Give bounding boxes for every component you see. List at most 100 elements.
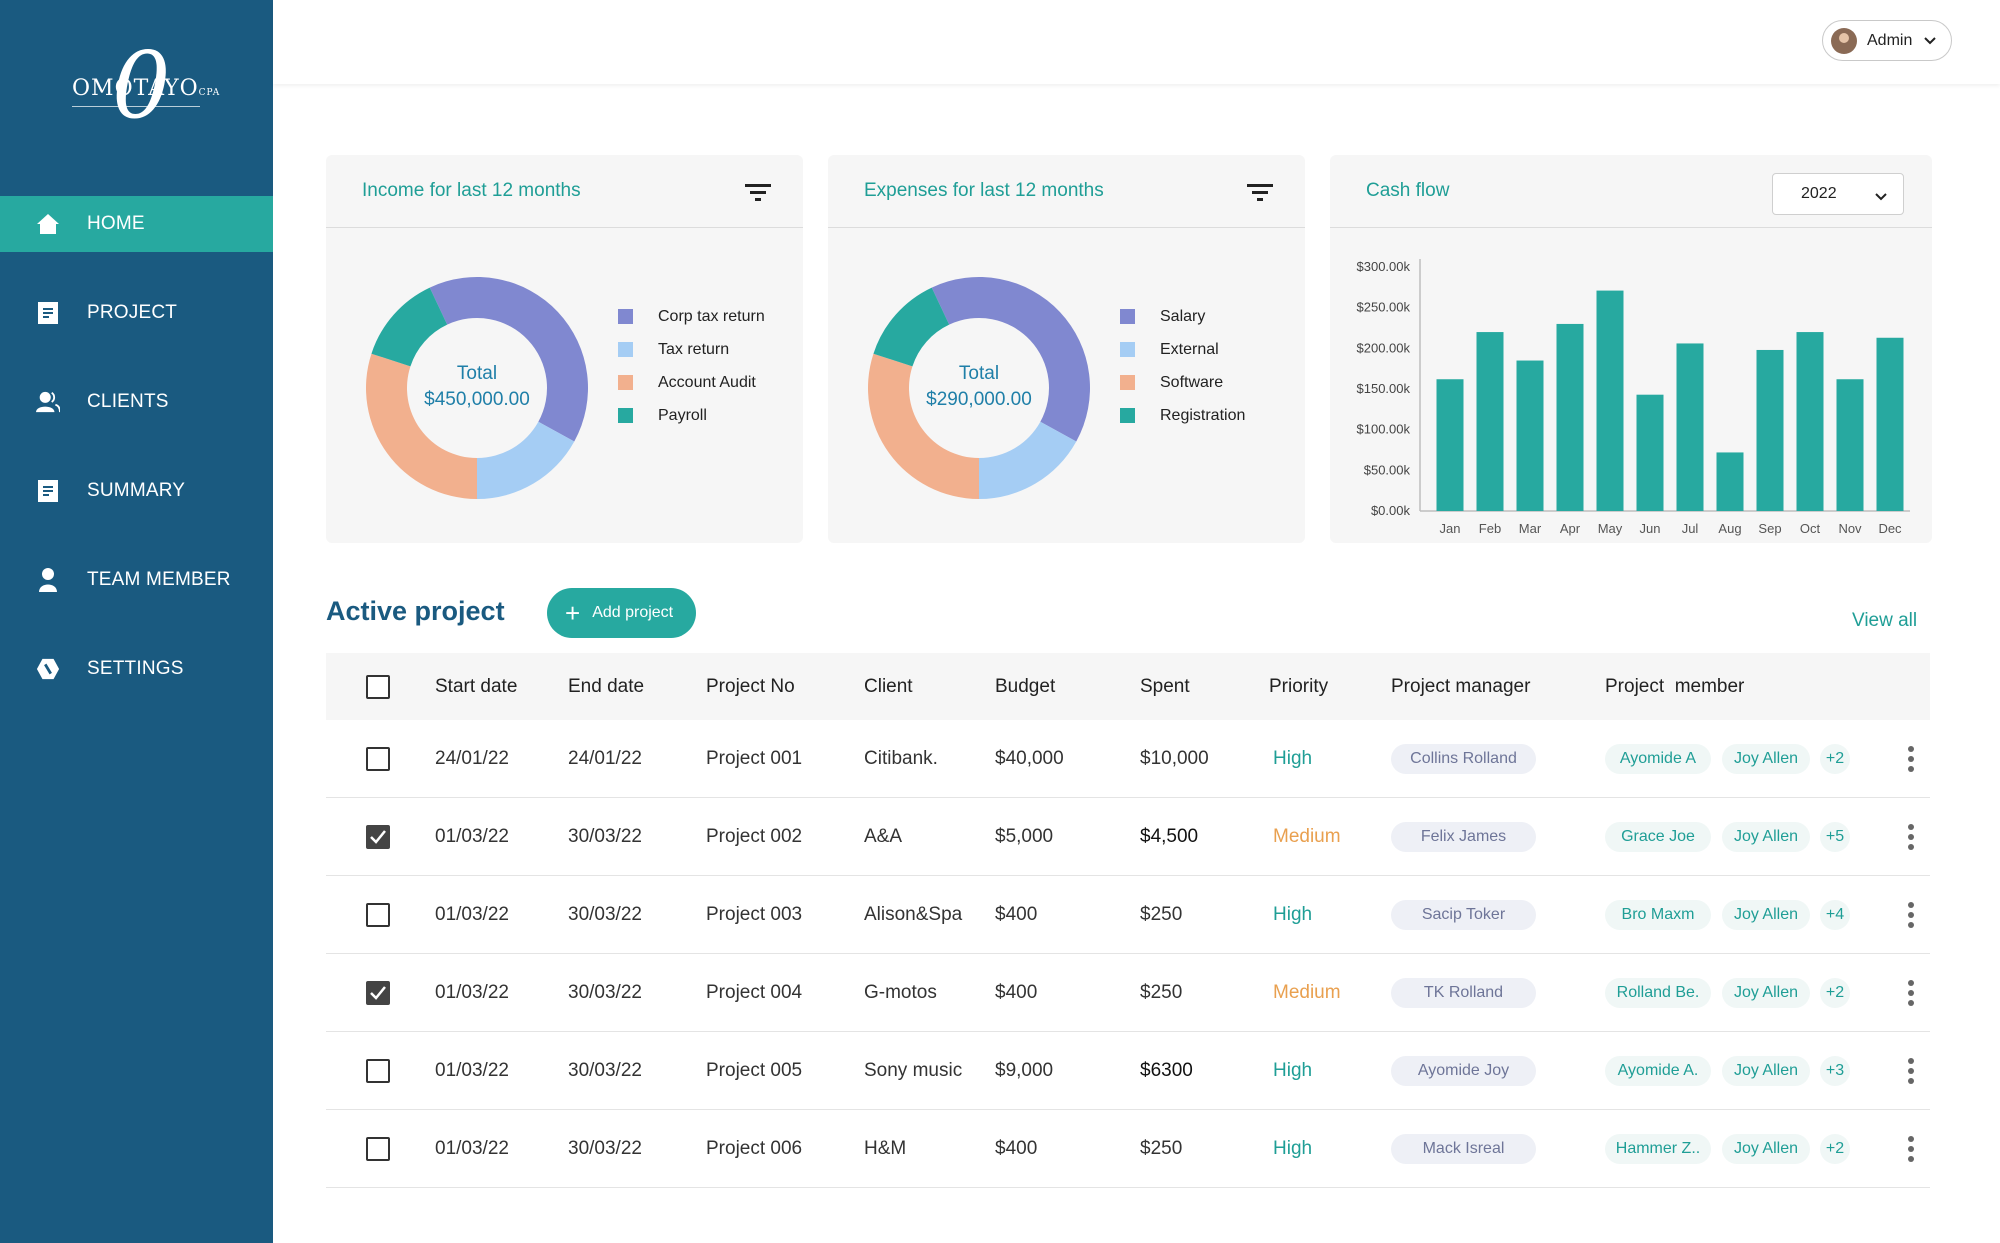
manager-chip[interactable]: TK Rolland bbox=[1391, 977, 1536, 1008]
manager-cell: Sacip Toker bbox=[1391, 876, 1536, 953]
sidebar-item-clients[interactable]: CLIENTS bbox=[0, 374, 273, 430]
table-row[interactable]: 24/01/22 24/01/22 Project 001 Citibank. $40,… bbox=[326, 720, 1930, 798]
x-tick-label: Jul bbox=[1682, 521, 1699, 536]
table-row[interactable]: 01/03/22 30/03/22 Project 005 Sony music $9,… bbox=[326, 1032, 1930, 1110]
table-row[interactable]: 01/03/22 30/03/22 Project 002 A&A $5,000 $4,5… bbox=[326, 798, 1930, 876]
view-all-link[interactable]: View all bbox=[1852, 610, 1918, 631]
client-cell: Citibank. bbox=[864, 747, 938, 769]
manager-chip[interactable]: Sacip Toker bbox=[1391, 899, 1536, 930]
member-chip[interactable]: Joy Allen bbox=[1722, 1133, 1810, 1164]
member-chip[interactable]: Rolland Be. bbox=[1605, 977, 1711, 1008]
select-all-checkbox[interactable] bbox=[366, 674, 390, 699]
member-chip[interactable]: Joy Allen bbox=[1722, 977, 1810, 1008]
more-members-chip[interactable]: +2 bbox=[1820, 743, 1850, 774]
more-members-cell: +2 bbox=[1820, 720, 1850, 797]
member-chip[interactable]: Ayomide A. bbox=[1605, 1055, 1711, 1086]
row-menu-button[interactable] bbox=[1907, 798, 1915, 875]
row-checkbox[interactable] bbox=[366, 1058, 390, 1083]
filter-icon[interactable] bbox=[1247, 183, 1273, 208]
column-header-budget[interactable]: Budget bbox=[995, 675, 1056, 697]
row-menu-button[interactable] bbox=[1907, 1032, 1915, 1109]
sidebar-item-home[interactable]: HOME bbox=[0, 196, 273, 252]
column-header-spent[interactable]: Spent bbox=[1140, 675, 1190, 697]
column-header-end-date[interactable]: End date bbox=[568, 675, 645, 697]
sidebar: 0 OMOTAYOCPA HOME PROJECT CLIENTS bbox=[0, 0, 273, 1243]
member-cell: Rolland Be. bbox=[1605, 954, 1711, 1031]
start-date-cell: 01/03/22 bbox=[435, 903, 509, 925]
cashflow-title: Cash flow bbox=[1366, 180, 1450, 201]
legend-item: Payroll bbox=[618, 399, 765, 432]
bar bbox=[1676, 343, 1704, 511]
member-chip[interactable]: Joy Allen bbox=[1722, 743, 1810, 774]
logo[interactable]: 0 OMOTAYOCPA bbox=[60, 40, 219, 132]
row-select-cell bbox=[366, 1032, 390, 1109]
row-checkbox[interactable] bbox=[366, 824, 390, 849]
user-menu-button[interactable]: Admin bbox=[1822, 20, 1952, 61]
income-title: Income for last 12 months bbox=[362, 180, 581, 201]
member-chip[interactable]: Hammer Z.. bbox=[1605, 1133, 1711, 1164]
member-chip[interactable]: Grace Joe bbox=[1605, 821, 1711, 852]
member-chip[interactable]: Bro Maxm bbox=[1605, 899, 1711, 930]
donut-slice bbox=[979, 421, 1077, 499]
manager-chip[interactable]: Mack Isreal bbox=[1391, 1133, 1536, 1164]
sidebar-item-team-member[interactable]: TEAM MEMBER bbox=[0, 552, 273, 608]
legend-item: Software bbox=[1120, 366, 1245, 399]
member-cell: Ayomide A bbox=[1605, 720, 1711, 797]
donut-slice bbox=[931, 277, 1090, 442]
member-chip[interactable]: Ayomide A bbox=[1605, 743, 1711, 774]
cashflow-card-header: Cash flow 2022 bbox=[1330, 155, 1932, 228]
row-checkbox[interactable] bbox=[366, 902, 390, 927]
expenses-donut-chart bbox=[868, 277, 1090, 499]
filter-icon[interactable] bbox=[745, 183, 771, 208]
row-checkbox[interactable] bbox=[366, 746, 390, 771]
member-cell: Joy Allen bbox=[1722, 954, 1810, 1031]
sidebar-item-settings[interactable]: SETTINGS bbox=[0, 641, 273, 697]
add-project-button[interactable]: + Add project bbox=[547, 588, 696, 638]
budget-cell: $40,000 bbox=[995, 747, 1064, 769]
sidebar-item-summary[interactable]: SUMMARY bbox=[0, 463, 273, 519]
bar bbox=[1796, 332, 1824, 511]
more-members-chip[interactable]: +2 bbox=[1820, 977, 1850, 1008]
row-select-cell bbox=[366, 798, 390, 875]
spent-cell: $4,500 bbox=[1140, 825, 1199, 847]
budget-cell: $9,000 bbox=[995, 1059, 1054, 1081]
manager-chip[interactable]: Felix James bbox=[1391, 821, 1536, 852]
more-members-chip[interactable]: +3 bbox=[1820, 1055, 1850, 1086]
row-menu-button[interactable] bbox=[1907, 1110, 1915, 1187]
legend-item: Account Audit bbox=[618, 366, 765, 399]
manager-chip[interactable]: Ayomide Joy bbox=[1391, 1055, 1536, 1086]
budget-cell: $5,000 bbox=[995, 825, 1054, 847]
member-chip[interactable]: Joy Allen bbox=[1722, 821, 1810, 852]
member-chip[interactable]: Joy Allen bbox=[1722, 1055, 1810, 1086]
column-header-start-date[interactable]: Start date bbox=[435, 675, 518, 697]
row-checkbox[interactable] bbox=[366, 980, 390, 1005]
legend-swatch bbox=[618, 408, 633, 423]
row-checkbox[interactable] bbox=[366, 1136, 390, 1161]
manager-chip[interactable]: Collins Rolland bbox=[1391, 743, 1536, 774]
x-tick-label: Feb bbox=[1479, 521, 1501, 536]
sidebar-item-project[interactable]: PROJECT bbox=[0, 285, 273, 341]
more-members-chip[interactable]: +4 bbox=[1820, 899, 1850, 930]
table-row[interactable]: 01/03/22 30/03/22 Project 004 G-motos $400 $2… bbox=[326, 954, 1930, 1032]
column-header-project-member[interactable]: Project member bbox=[1605, 675, 1745, 697]
income-card-header: Income for last 12 months bbox=[326, 155, 803, 228]
more-members-chip[interactable]: +2 bbox=[1820, 1133, 1850, 1164]
column-header-project-no[interactable]: Project No bbox=[706, 675, 795, 697]
more-members-chip[interactable]: +5 bbox=[1820, 821, 1850, 852]
legend-item: Registration bbox=[1120, 399, 1245, 432]
priority-cell: High bbox=[1273, 747, 1313, 769]
row-menu-button[interactable] bbox=[1907, 954, 1915, 1031]
member-cell: Joy Allen bbox=[1722, 1032, 1810, 1109]
row-menu-button[interactable] bbox=[1907, 876, 1915, 953]
column-header-priority[interactable]: Priority bbox=[1269, 675, 1329, 697]
row-menu-button[interactable] bbox=[1907, 720, 1915, 797]
member-chip[interactable]: Joy Allen bbox=[1722, 899, 1810, 930]
spent-cell: $250 bbox=[1140, 981, 1183, 1003]
table-row[interactable]: 01/03/22 30/03/22 Project 003 Alison&Spa $40… bbox=[326, 876, 1930, 954]
column-header-project-manager[interactable]: Project manager bbox=[1391, 675, 1531, 697]
year-select[interactable]: 2022 bbox=[1772, 173, 1904, 215]
table-row[interactable]: 01/03/22 30/03/22 Project 006 H&M $400 $250 Hi… bbox=[326, 1110, 1930, 1188]
column-header-client[interactable]: Client bbox=[864, 675, 913, 697]
y-tick-label: $150.00k bbox=[1357, 381, 1411, 396]
legend-label: Registration bbox=[1160, 406, 1246, 424]
